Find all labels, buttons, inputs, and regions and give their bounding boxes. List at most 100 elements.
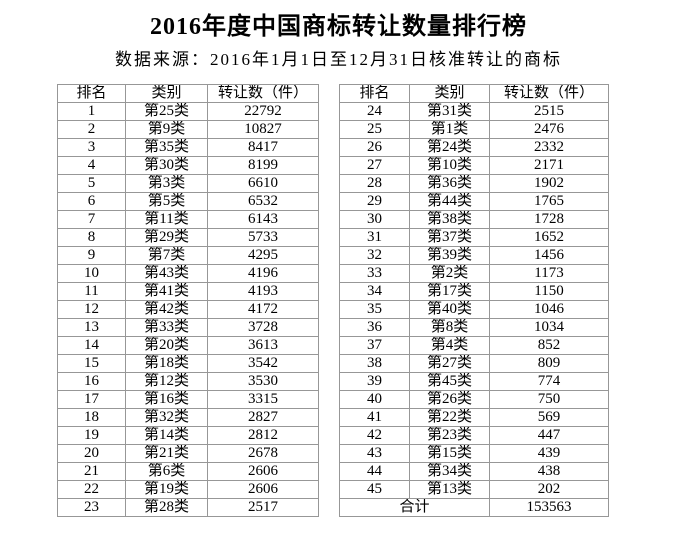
table-cell: 第13类 (409, 480, 490, 499)
table-cell: 438 (489, 462, 609, 481)
table-row: 17 第16类 3315 (57, 390, 319, 409)
table-row: 3 第35类 8417 (57, 138, 319, 157)
table-cell: 2517 (207, 498, 319, 517)
table-cell: 3315 (207, 390, 319, 409)
table-cell: 第7类 (125, 246, 208, 265)
table-cell: 第42类 (125, 300, 208, 319)
table-cell: 14 (57, 336, 126, 355)
table-cell: 774 (489, 372, 609, 391)
table-row: 4 第30类 8199 (57, 156, 319, 175)
table-body-right: 24 第31类 2515 25 第1类 2476 26 第24类 2332 27 第10类 2171 2… (339, 102, 609, 499)
table-cell: 17 (57, 390, 126, 409)
table-row: 45 第13类 202 (339, 480, 609, 499)
table-cell: 1034 (489, 318, 609, 337)
table-cell: 第24类 (409, 138, 490, 157)
table-row: 33 第2类 1173 (339, 264, 609, 283)
table-row: 39 第45类 774 (339, 372, 609, 391)
table-cell: 35 (339, 300, 410, 319)
table-cell: 26 (339, 138, 410, 157)
table-row: 30 第38类 1728 (339, 210, 609, 229)
table-cell: 第9类 (125, 120, 208, 139)
table-cell: 第14类 (125, 426, 208, 445)
table-cell: 3728 (207, 318, 319, 337)
page-title: 2016年度中国商标转让数量排行榜 (150, 14, 527, 40)
table-cell: 第35类 (125, 138, 208, 157)
table-cell: 3 (57, 138, 126, 157)
table-cell: 23 (57, 498, 126, 517)
table-cell: 22792 (207, 102, 319, 121)
table-cell: 569 (489, 408, 609, 427)
table-cell: 19 (57, 426, 126, 445)
table-cell: 9 (57, 246, 126, 265)
table-cell: 29 (339, 192, 410, 211)
table-cell: 第15类 (409, 444, 490, 463)
table-cell: 2332 (489, 138, 609, 157)
table-cell: 40 (339, 390, 410, 409)
table-row: 42 第23类 447 (339, 426, 609, 445)
table-cell: 第2类 (409, 264, 490, 283)
table-cell: 4172 (207, 300, 319, 319)
table-cell: 1150 (489, 282, 609, 301)
table-cell: 4 (57, 156, 126, 175)
column-header-transfer-count: 转让数（件） (489, 84, 609, 103)
column-header-class: 类别 (125, 84, 208, 103)
table-body-left: 1 第25类 22792 2 第9类 10827 3 第35类 8417 4 第30类 8199 5 第3… (57, 102, 319, 517)
table-cell: 20 (57, 444, 126, 463)
table-cell: 第19类 (125, 480, 208, 499)
table-cell: 447 (489, 426, 609, 445)
table-cell: 第37类 (409, 228, 490, 247)
table-cell: 第45类 (409, 372, 490, 391)
table-cell: 第22类 (409, 408, 490, 427)
table-cell: 33 (339, 264, 410, 283)
table-row: 9 第7类 4295 (57, 246, 319, 265)
table-cell: 2812 (207, 426, 319, 445)
table-cell: 第23类 (409, 426, 490, 445)
table-row: 43 第15类 439 (339, 444, 609, 463)
table-cell: 2476 (489, 120, 609, 139)
table-cell: 2171 (489, 156, 609, 175)
table-cell: 27 (339, 156, 410, 175)
table-cell: 24 (339, 102, 410, 121)
table-cell: 4193 (207, 282, 319, 301)
table-cell: 6 (57, 192, 126, 211)
table-row: 12 第42类 4172 (57, 300, 319, 319)
table-cell: 750 (489, 390, 609, 409)
table-cell: 44 (339, 462, 410, 481)
table-row: 7 第11类 6143 (57, 210, 319, 229)
table-cell: 第28类 (125, 498, 208, 517)
table-header-row: 排名 类别 转让数（件） (339, 84, 609, 103)
table-cell: 第17类 (409, 282, 490, 301)
table-cell: 2515 (489, 102, 609, 121)
table-cell: 1046 (489, 300, 609, 319)
table-cell: 第16类 (125, 390, 208, 409)
table-cell: 1 (57, 102, 126, 121)
table-cell: 34 (339, 282, 410, 301)
table-cell: 7 (57, 210, 126, 229)
table-cell: 1902 (489, 174, 609, 193)
table-cell: 39 (339, 372, 410, 391)
table-row: 24 第31类 2515 (339, 102, 609, 121)
table-row: 10 第43类 4196 (57, 264, 319, 283)
table-row: 21 第6类 2606 (57, 462, 319, 481)
table-row: 25 第1类 2476 (339, 120, 609, 139)
table-cell: 852 (489, 336, 609, 355)
table-cell: 6143 (207, 210, 319, 229)
table-cell: 10 (57, 264, 126, 283)
table-cell: 1728 (489, 210, 609, 229)
column-header-transfer-count: 转让数（件） (207, 84, 319, 103)
table-cell: 6532 (207, 192, 319, 211)
table-cell: 1652 (489, 228, 609, 247)
table-cell: 第32类 (125, 408, 208, 427)
table-cell: 第40类 (409, 300, 490, 319)
table-cell: 8199 (207, 156, 319, 175)
table-cell: 809 (489, 354, 609, 373)
table-cell: 第30类 (125, 156, 208, 175)
table-cell: 5733 (207, 228, 319, 247)
table-cell: 8 (57, 228, 126, 247)
table-cell: 3542 (207, 354, 319, 373)
table-cell: 第8类 (409, 318, 490, 337)
table-cell: 43 (339, 444, 410, 463)
table-row: 8 第29类 5733 (57, 228, 319, 247)
table-header-row: 排名 类别 转让数（件） (57, 84, 319, 103)
table-row: 20 第21类 2678 (57, 444, 319, 463)
